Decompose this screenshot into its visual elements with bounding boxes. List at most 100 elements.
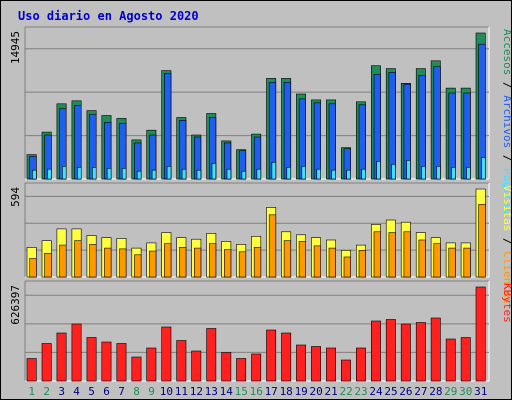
bar-bottom-kbytes-9 — [146, 347, 157, 382]
bar-top-páginas-28 — [436, 166, 441, 180]
bar-top-archivos-28 — [433, 66, 441, 180]
bar-top-páginas-6 — [106, 168, 112, 180]
x-tick-label-18: 18 — [280, 385, 293, 398]
x-tick-label-29: 29 — [444, 385, 457, 398]
bar-middle-clientes-9 — [149, 250, 157, 278]
bar-bottom-kbytes-17 — [266, 329, 277, 382]
bar-middle-clientes-13 — [209, 243, 217, 278]
bar-middle-clientes-16 — [253, 247, 262, 278]
bar-bottom-kbytes-6 — [101, 341, 112, 382]
bar-middle-clientes-29 — [448, 247, 456, 278]
side-label-part: / — [501, 75, 511, 95]
x-tick-label-20: 20 — [309, 385, 322, 398]
bar-middle-clientes-20 — [313, 245, 322, 278]
bar-top-archivos-18 — [283, 82, 292, 180]
bar-bottom-kbytes-10 — [161, 326, 172, 382]
chart-panels: 14945 Accesos / Archivos / Páginas 594 Visi… — [9, 26, 511, 382]
side-label-bottom: KBytes — [501, 283, 511, 323]
bar-top-páginas-31 — [481, 157, 486, 180]
bar-bottom-kbytes-14 — [221, 352, 232, 382]
bar-bottom-kbytes-12 — [191, 350, 202, 382]
bar-top-páginas-25 — [391, 164, 396, 180]
bar-middle-clientes-17 — [268, 214, 277, 278]
panel-top: 14945 Accesos / Archivos / Páginas — [9, 26, 511, 214]
bar-top-archivos-27 — [418, 75, 426, 180]
bar-top-páginas-29 — [451, 167, 456, 180]
bar-middle-clientes-6 — [104, 247, 112, 278]
bar-top-páginas-8 — [136, 170, 142, 180]
bar-middle-clientes-3 — [59, 244, 67, 278]
bar-top-páginas-14 — [226, 168, 232, 180]
max-label-middle: 594 — [9, 187, 22, 207]
side-label-part: KBytes — [501, 283, 511, 323]
side-label-part: Clientes — [501, 251, 511, 304]
bar-bottom-kbytes-1 — [26, 358, 37, 382]
bar-middle-clientes-1 — [29, 258, 37, 278]
bar-top-páginas-7 — [121, 168, 127, 180]
bar-bottom-kbytes-18 — [281, 332, 292, 382]
bar-top-páginas-11 — [181, 168, 187, 180]
side-label-part: Accesos — [501, 29, 511, 75]
bar-bottom-kbytes-13 — [206, 328, 217, 382]
side-label-part: Archivos — [501, 95, 511, 148]
side-label-middle: Visitas / Clientes — [501, 185, 511, 304]
bar-bottom-kbytes-21 — [326, 347, 336, 382]
bar-bottom-kbytes-26 — [400, 323, 411, 382]
x-tick-label-25: 25 — [384, 385, 397, 398]
bar-top-páginas-26 — [406, 160, 411, 180]
bar-top-páginas-10 — [166, 166, 172, 180]
bar-top-páginas-9 — [151, 169, 157, 180]
bar-middle-clientes-5 — [89, 244, 97, 278]
x-tick-label-6: 6 — [103, 385, 110, 398]
bar-bottom-kbytes-27 — [415, 322, 426, 382]
bar-middle-clientes-12 — [194, 247, 202, 278]
side-label-top: Accesos / Archivos / Páginas — [501, 29, 511, 214]
bar-middle-clientes-2 — [44, 253, 52, 278]
bar-bottom-kbytes-16 — [251, 353, 262, 382]
bar-bottom-kbytes-29 — [445, 338, 456, 382]
x-tick-label-8: 8 — [133, 385, 140, 398]
bar-top-archivos-23 — [358, 104, 366, 180]
x-tick-label-19: 19 — [295, 385, 308, 398]
bar-bottom-kbytes-19 — [296, 344, 306, 382]
chart-title: Uso diario en Agosto 2020 — [18, 9, 199, 23]
bar-bottom-kbytes-15 — [236, 358, 247, 382]
bar-middle-clientes-27 — [418, 239, 426, 278]
bar-top-archivos-10 — [164, 73, 172, 180]
x-tick-label-17: 17 — [265, 385, 278, 398]
x-tick-label-5: 5 — [88, 385, 95, 398]
bar-top-páginas-23 — [361, 168, 366, 180]
x-tick-label-3: 3 — [58, 385, 65, 398]
x-tick-label-26: 26 — [399, 385, 412, 398]
x-axis-labels: 1 2 3 4 5 6 7 8 9 10 11 12 13 14 15 16 17 18 19 20 21 22 23 24 2… — [28, 385, 487, 398]
bar-middle-clientes-4 — [74, 240, 82, 278]
bar-middle-clientes-23 — [358, 250, 366, 278]
x-tick-label-23: 23 — [354, 385, 367, 398]
bar-middle-clientes-21 — [328, 247, 336, 278]
bar-top-páginas-4 — [77, 167, 82, 180]
x-tick-label-10: 10 — [160, 385, 173, 398]
bar-top-páginas-12 — [196, 169, 202, 180]
bar-middle-clientes-22 — [343, 256, 351, 278]
bar-bottom-kbytes-11 — [176, 340, 187, 382]
max-label-bottom: 626397 — [9, 285, 22, 325]
x-tick-label-16: 16 — [250, 385, 263, 398]
x-tick-label-11: 11 — [175, 385, 188, 398]
bar-top-páginas-27 — [421, 166, 426, 180]
bar-top-páginas-30 — [466, 167, 471, 180]
bar-top-páginas-18 — [286, 167, 291, 180]
bar-middle-clientes-15 — [238, 251, 247, 278]
bar-bottom-kbytes-25 — [385, 319, 396, 382]
bar-middle-clientes-24 — [373, 231, 381, 278]
x-tick-label-31: 31 — [474, 385, 487, 398]
bar-middle-clientes-7 — [119, 248, 127, 278]
bar-middle-clientes-10 — [164, 243, 172, 278]
bar-top-páginas-1 — [32, 169, 37, 180]
bar-top-archivos-30 — [463, 92, 471, 180]
bar-bottom-kbytes-24 — [370, 320, 381, 382]
bar-bottom-kbytes-28 — [430, 317, 441, 382]
bar-middle-clientes-30 — [463, 247, 471, 278]
bar-bottom-kbytes-2 — [41, 343, 52, 382]
x-tick-label-1: 1 — [28, 385, 35, 398]
